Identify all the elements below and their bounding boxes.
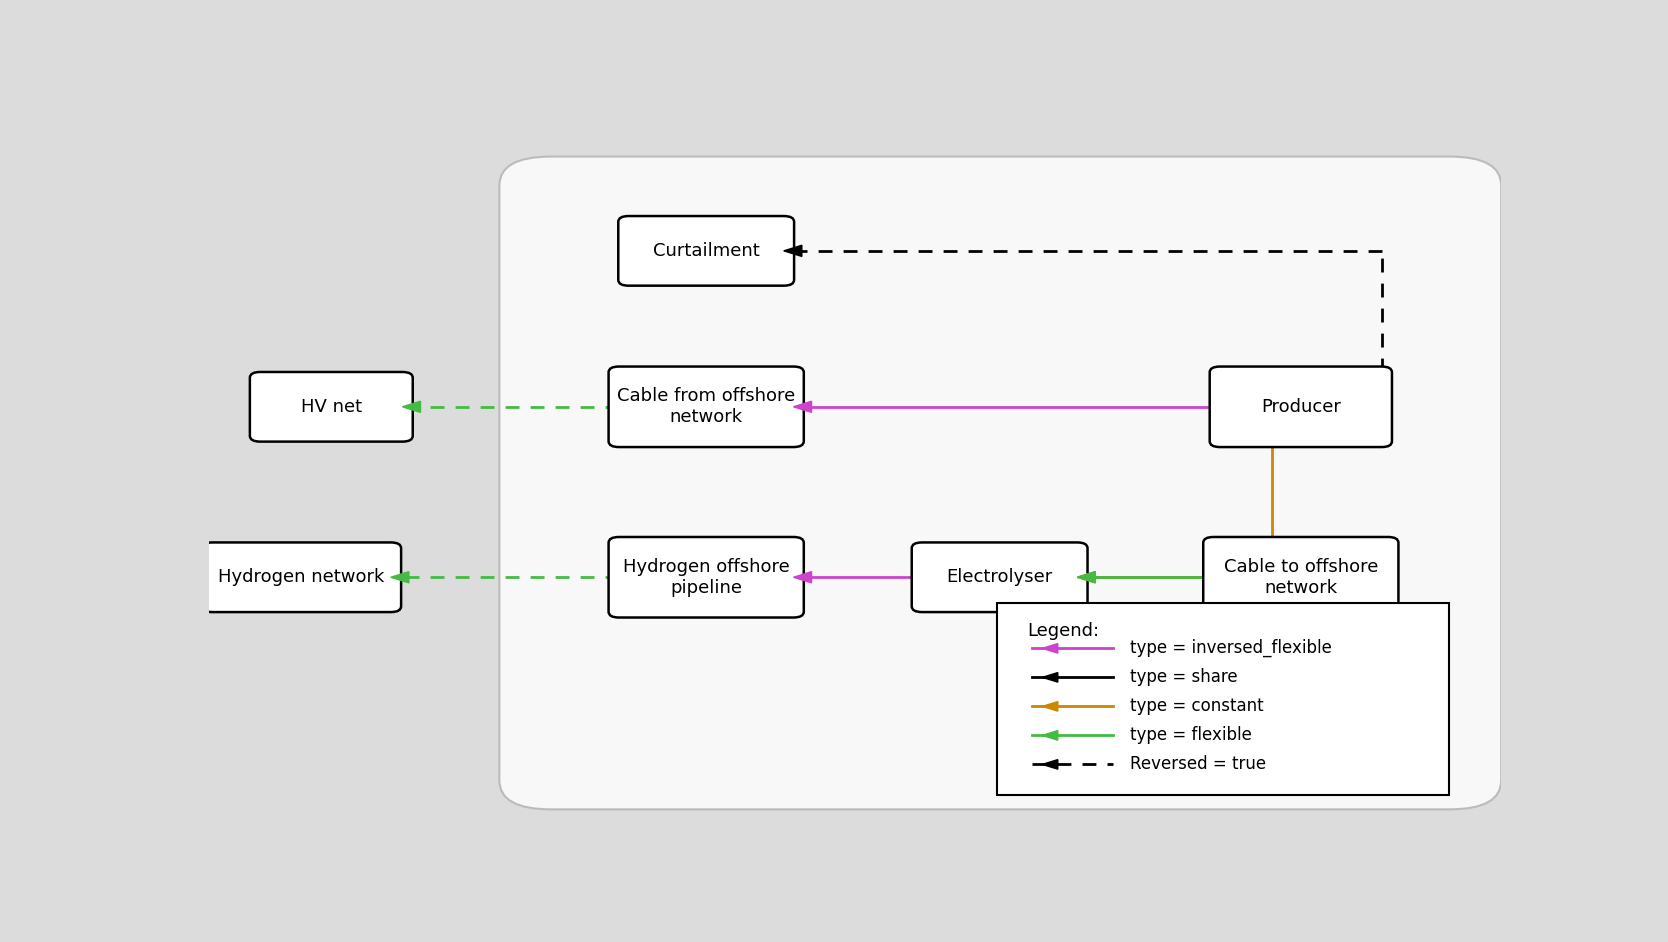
Polygon shape — [794, 401, 812, 413]
Polygon shape — [402, 401, 420, 413]
Text: type = constant: type = constant — [1131, 697, 1264, 715]
FancyBboxPatch shape — [499, 156, 1501, 809]
FancyBboxPatch shape — [997, 603, 1449, 795]
FancyBboxPatch shape — [609, 537, 804, 618]
FancyBboxPatch shape — [619, 216, 794, 285]
Polygon shape — [794, 572, 812, 583]
Text: Cable to offshore
network: Cable to offshore network — [1224, 558, 1378, 596]
Text: Curtailment: Curtailment — [652, 242, 759, 260]
FancyBboxPatch shape — [1209, 366, 1393, 447]
Text: Reversed = true: Reversed = true — [1131, 755, 1266, 773]
FancyBboxPatch shape — [250, 372, 412, 442]
Polygon shape — [1078, 572, 1096, 583]
Text: type = inversed_flexible: type = inversed_flexible — [1131, 640, 1333, 658]
FancyBboxPatch shape — [202, 543, 400, 612]
Text: HV net: HV net — [300, 398, 362, 415]
Text: Cable from offshore
network: Cable from offshore network — [617, 387, 796, 426]
FancyBboxPatch shape — [912, 543, 1088, 612]
Text: Legend:: Legend: — [1027, 623, 1099, 641]
Polygon shape — [1042, 673, 1058, 682]
Text: type = share: type = share — [1131, 669, 1238, 687]
Polygon shape — [390, 572, 409, 583]
Polygon shape — [1042, 759, 1058, 770]
Text: Hydrogen offshore
pipeline: Hydrogen offshore pipeline — [622, 558, 789, 596]
Polygon shape — [1078, 572, 1096, 583]
FancyBboxPatch shape — [609, 366, 804, 447]
Text: Electrolyser: Electrolyser — [946, 568, 1053, 586]
Polygon shape — [784, 245, 802, 256]
Polygon shape — [1042, 731, 1058, 740]
Text: Hydrogen network: Hydrogen network — [219, 568, 385, 586]
Polygon shape — [1042, 643, 1058, 653]
Text: Producer: Producer — [1261, 398, 1341, 415]
FancyBboxPatch shape — [1203, 537, 1398, 618]
Polygon shape — [1042, 702, 1058, 711]
Text: type = flexible: type = flexible — [1131, 726, 1253, 744]
